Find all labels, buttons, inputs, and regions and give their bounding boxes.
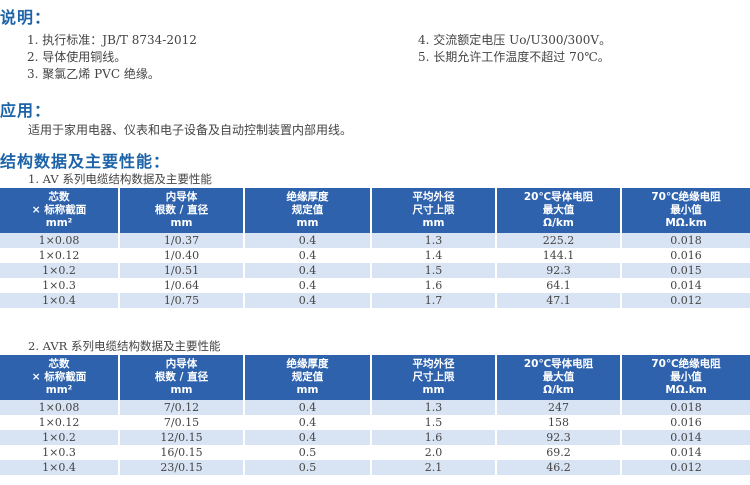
application-heading: 应用： <box>0 101 52 120</box>
header-diameter: 平均外径 尺寸上限 mm <box>372 355 497 400</box>
cell: 1×0.08 <box>0 233 120 248</box>
cell: 0.4 <box>245 293 372 308</box>
table-row: 1×0.12 1/0.40 0.4 1.4 144.1 0.016 <box>0 248 750 263</box>
cell: 2.1 <box>372 460 497 475</box>
cell: 0.4 <box>245 248 372 263</box>
cell: 1.3 <box>372 233 497 248</box>
table-row: 1×0.2 12/0.15 0.4 1.6 92.3 0.014 <box>0 430 750 445</box>
cell: 1.6 <box>372 430 497 445</box>
cell: 69.2 <box>497 445 622 460</box>
table-2-caption: 2. AVR 系列电缆结构数据及主要性能 <box>28 339 221 353</box>
cell: 0.012 <box>622 460 750 475</box>
header-cores: 芯数 × 标称截面 mm² <box>0 188 120 233</box>
cell: 1.7 <box>372 293 497 308</box>
cell: 144.1 <box>497 248 622 263</box>
cell: 225.2 <box>497 233 622 248</box>
cell: 23/0.15 <box>120 460 245 475</box>
header-cores: 芯数 × 标称截面 mm² <box>0 355 120 400</box>
cell: 1/0.64 <box>120 278 245 293</box>
cell: 1.3 <box>372 400 497 415</box>
table-row: 1×0.08 7/0.12 0.4 1.3 247 0.018 <box>0 400 750 415</box>
intro-heading: 说明： <box>0 8 52 27</box>
cell: 1×0.12 <box>0 415 120 430</box>
cell: 2.0 <box>372 445 497 460</box>
cell: 0.012 <box>622 293 750 308</box>
table-row: 1×0.2 1/0.51 0.4 1.5 92.3 0.015 <box>0 263 750 278</box>
table-header-row: 芯数 × 标称截面 mm² 内导体 根数 / 直径 mm 绝缘厚度 规定值 mm 平均外径尺… <box>0 355 750 400</box>
cell: 64.1 <box>497 278 622 293</box>
structure-heading: 结构数据及主要性能： <box>0 152 171 171</box>
cell: 12/0.15 <box>120 430 245 445</box>
cell: 92.3 <box>497 430 622 445</box>
cell: 0.4 <box>245 415 372 430</box>
cell: 0.4 <box>245 263 372 278</box>
intro-item-2: 2. 导体使用铜线。 <box>27 50 127 64</box>
table-row: 1×0.08 1/0.37 0.4 1.3 225.2 0.018 <box>0 233 750 248</box>
header-diameter: 平均外径 尺寸上限 mm <box>372 188 497 233</box>
cell: 7/0.12 <box>120 400 245 415</box>
header-insulation: 绝缘厚度 规定值 mm <box>245 188 372 233</box>
cell: 1.5 <box>372 263 497 278</box>
cell: 1/0.37 <box>120 233 245 248</box>
cell: 1×0.3 <box>0 278 120 293</box>
cell: 1/0.40 <box>120 248 245 263</box>
cell: 0.015 <box>622 263 750 278</box>
header-insulation: 绝缘厚度 规定值 mm <box>245 355 372 400</box>
cell: 0.016 <box>622 248 750 263</box>
cell: 1×0.2 <box>0 430 120 445</box>
cell: 16/0.15 <box>120 445 245 460</box>
intro-item-1: 1. 执行标准：JB/T 8734-2012 <box>27 33 197 47</box>
cell: 0.4 <box>245 430 372 445</box>
cell: 0.5 <box>245 445 372 460</box>
cell: 1×0.12 <box>0 248 120 263</box>
header-insulation-resistance: 70℃绝缘电阻 最小值 MΩ.km <box>622 188 750 233</box>
cell: 1.4 <box>372 248 497 263</box>
avr-spec-table: 芯数 × 标称截面 mm² 内导体 根数 / 直径 mm 绝缘厚度 规定值 mm 平均外径尺… <box>0 355 750 475</box>
cell: 0.014 <box>622 445 750 460</box>
cell: 0.014 <box>622 430 750 445</box>
cell: 247 <box>497 400 622 415</box>
av-spec-table: 芯数 × 标称截面 mm² 内导体 根数 / 直径 mm 绝缘厚度 规定值 mm 平均外径尺… <box>0 188 750 308</box>
cell: 46.2 <box>497 460 622 475</box>
intro-item-4: 4. 交流额定电压 Uo/U300/300V。 <box>418 33 612 47</box>
header-conductor: 内导体 根数 / 直径 mm <box>120 355 245 400</box>
cell: 1/0.51 <box>120 263 245 278</box>
header-insulation-resistance: 70℃绝缘电阻 最小值 MΩ.km <box>622 355 750 400</box>
intro-item-3: 3. 聚氯乙烯 PVC 绝缘。 <box>27 67 160 81</box>
cell: 92.3 <box>497 263 622 278</box>
table-header-row: 芯数 × 标称截面 mm² 内导体 根数 / 直径 mm 绝缘厚度 规定值 mm 平均外径尺… <box>0 188 750 233</box>
header-resistance: 20℃导体电阻 最大值 Ω/km <box>497 188 622 233</box>
cell: 0.016 <box>622 415 750 430</box>
cell: 1×0.4 <box>0 460 120 475</box>
cell: 1.5 <box>372 415 497 430</box>
cell: 0.5 <box>245 460 372 475</box>
cell: 0.4 <box>245 233 372 248</box>
cell: 1×0.08 <box>0 400 120 415</box>
table-row: 1×0.4 1/0.75 0.4 1.7 47.1 0.012 <box>0 293 750 308</box>
cell: 0.018 <box>622 233 750 248</box>
cell: 1/0.75 <box>120 293 245 308</box>
table-row: 1×0.3 1/0.64 0.4 1.6 64.1 0.014 <box>0 278 750 293</box>
cell: 0.018 <box>622 400 750 415</box>
cell: 0.014 <box>622 278 750 293</box>
cell: 1×0.3 <box>0 445 120 460</box>
header-resistance: 20℃导体电阻 最大值 Ω/km <box>497 355 622 400</box>
table-row: 1×0.4 23/0.15 0.5 2.1 46.2 0.012 <box>0 460 750 475</box>
cell: 0.4 <box>245 278 372 293</box>
table-row: 1×0.12 7/0.15 0.4 1.5 158 0.016 <box>0 415 750 430</box>
cell: 1×0.4 <box>0 293 120 308</box>
table-1-caption: 1. AV 系列电缆结构数据及主要性能 <box>28 172 212 186</box>
header-conductor: 内导体 根数 / 直径 mm <box>120 188 245 233</box>
application-text: 适用于家用电器、仪表和电子设备及自动控制装置内部用线。 <box>28 123 353 137</box>
cell: 1.6 <box>372 278 497 293</box>
cell: 7/0.15 <box>120 415 245 430</box>
table-row: 1×0.3 16/0.15 0.5 2.0 69.2 0.014 <box>0 445 750 460</box>
cell: 1×0.2 <box>0 263 120 278</box>
cell: 158 <box>497 415 622 430</box>
intro-item-5: 5. 长期允许工作温度不超过 70℃。 <box>418 50 610 64</box>
cell: 47.1 <box>497 293 622 308</box>
cell: 0.4 <box>245 400 372 415</box>
